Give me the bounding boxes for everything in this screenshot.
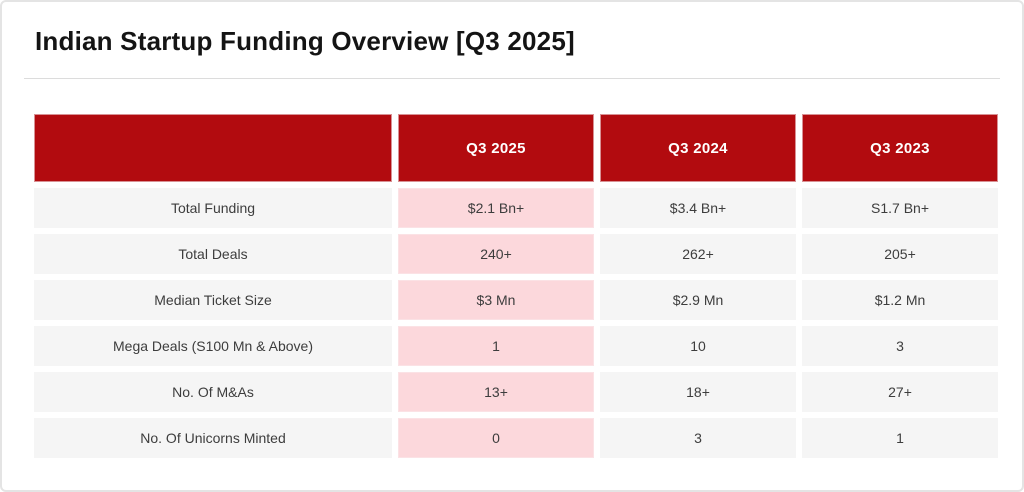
column-header-q3-2024: Q3 2024 xyxy=(600,114,796,182)
value-no-of-mas-q3-2024: 18+ xyxy=(600,372,796,412)
title-divider xyxy=(24,78,1000,79)
value-total-funding-q3-2023: S1.7 Bn+ xyxy=(802,188,998,228)
row-label-total-funding: Total Funding xyxy=(34,188,392,228)
value-unicorns-minted-q3-2024: 3 xyxy=(600,418,796,458)
row-label-mega-deals: Mega Deals (S100 Mn & Above) xyxy=(34,326,392,366)
value-median-ticket-size-q3-2024: $2.9 Mn xyxy=(600,280,796,320)
table-corner-cell xyxy=(34,114,392,182)
page-title: Indian Startup Funding Overview [Q3 2025… xyxy=(35,26,575,56)
value-mega-deals-q3-2025: 1 xyxy=(398,326,594,366)
row-label-median-ticket-size: Median Ticket Size xyxy=(34,280,392,320)
value-no-of-mas-q3-2023: 27+ xyxy=(802,372,998,412)
value-mega-deals-q3-2023: 3 xyxy=(802,326,998,366)
column-header-q3-2025: Q3 2025 xyxy=(398,114,594,182)
row-label-unicorns-minted: No. Of Unicorns Minted xyxy=(34,418,392,458)
value-unicorns-minted-q3-2023: 1 xyxy=(802,418,998,458)
value-total-deals-q3-2025: 240+ xyxy=(398,234,594,274)
funding-table: Q3 2025 Q3 2024 Q3 2023 Total Funding $2… xyxy=(34,114,998,458)
value-unicorns-minted-q3-2025: 0 xyxy=(398,418,594,458)
value-mega-deals-q3-2024: 10 xyxy=(600,326,796,366)
row-label-no-of-mas: No. Of M&As xyxy=(34,372,392,412)
value-total-funding-q3-2024: $3.4 Bn+ xyxy=(600,188,796,228)
row-label-total-deals: Total Deals xyxy=(34,234,392,274)
value-total-deals-q3-2023: 205+ xyxy=(802,234,998,274)
column-header-q3-2023: Q3 2023 xyxy=(802,114,998,182)
value-no-of-mas-q3-2025: 13+ xyxy=(398,372,594,412)
value-median-ticket-size-q3-2023: $1.2 Mn xyxy=(802,280,998,320)
value-median-ticket-size-q3-2025: $3 Mn xyxy=(398,280,594,320)
value-total-funding-q3-2025: $2.1 Bn+ xyxy=(398,188,594,228)
value-total-deals-q3-2024: 262+ xyxy=(600,234,796,274)
